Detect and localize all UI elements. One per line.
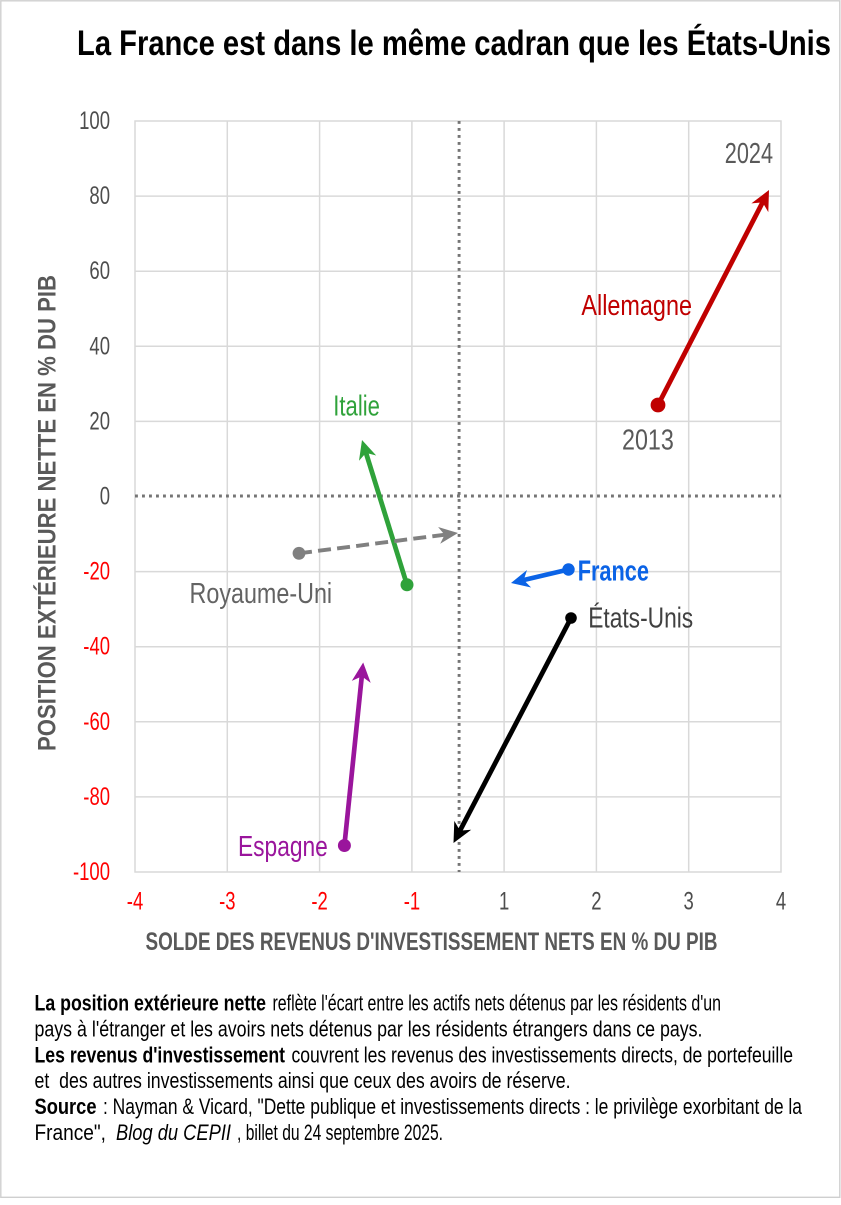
svg-text:-4: -4 — [127, 889, 143, 916]
svg-text:-60: -60 — [83, 709, 110, 736]
svg-text:-100: -100 — [73, 859, 110, 886]
svg-text:2: 2 — [591, 889, 601, 916]
svg-text:La position extérieure nette: La position extérieure nette — [35, 991, 267, 1016]
svg-text:100: 100 — [79, 108, 110, 135]
svg-text:États-Unis: États-Unis — [588, 602, 693, 634]
svg-text:Allemagne: Allemagne — [581, 290, 692, 322]
svg-text:Blog du CEPII: Blog du CEPII — [116, 1120, 231, 1145]
svg-text:0: 0 — [100, 484, 110, 511]
svg-text:couvrent les revenus des inves: couvrent les revenus des investissements… — [292, 1042, 794, 1067]
svg-text:2013: 2013 — [622, 425, 674, 457]
svg-text:20: 20 — [89, 408, 110, 435]
svg-text:Espagne: Espagne — [238, 831, 328, 863]
svg-text:-3: -3 — [219, 889, 235, 916]
svg-text:, billet du 24 septembre 2025.: , billet du 24 septembre 2025. — [237, 1120, 443, 1145]
svg-text:60: 60 — [89, 258, 110, 285]
svg-text:France: France — [578, 556, 649, 588]
svg-text:Source: Source — [35, 1094, 97, 1119]
svg-text:40: 40 — [89, 333, 110, 360]
svg-text:La France est dans le même cad: La France est dans le même cadran que le… — [77, 23, 831, 63]
svg-text:-40: -40 — [83, 634, 110, 661]
svg-text:: Nayman & Vicard, "Dette publ: : Nayman & Vicard, "Dette publique et in… — [103, 1094, 803, 1119]
svg-text:pays à l'étranger et les avoir: pays à l'étranger et les avoirs nets dét… — [35, 1016, 703, 1041]
svg-text:80: 80 — [89, 183, 110, 210]
svg-text:2024: 2024 — [725, 138, 773, 170]
svg-text:1: 1 — [499, 889, 509, 916]
svg-text:-80: -80 — [83, 784, 110, 811]
svg-text:-20: -20 — [83, 559, 110, 586]
svg-text:reflète l'écart entre les acti: reflète l'écart entre les actifs nets dé… — [273, 991, 722, 1016]
svg-text:-1: -1 — [404, 889, 420, 916]
svg-text:-2: -2 — [311, 889, 327, 916]
svg-text:Les revenus d'investissement: Les revenus d'investissement — [35, 1042, 286, 1067]
svg-text:Royaume-Uni: Royaume-Uni — [190, 578, 333, 610]
svg-text:Italie: Italie — [333, 390, 380, 422]
svg-text:France",: France", — [35, 1120, 107, 1145]
svg-text:POSITION EXTÉRIEURE NETTE EN %: POSITION EXTÉRIEURE NETTE EN % DU PIB — [33, 275, 62, 751]
svg-text:et des autres investissements: et des autres investissements ainsi que … — [35, 1068, 571, 1093]
svg-text:SOLDE DES REVENUS D'INVESTISSE: SOLDE DES REVENUS D'INVESTISSEMENT NETS … — [146, 928, 718, 956]
svg-text:3: 3 — [684, 889, 694, 916]
svg-text:4: 4 — [776, 889, 786, 916]
